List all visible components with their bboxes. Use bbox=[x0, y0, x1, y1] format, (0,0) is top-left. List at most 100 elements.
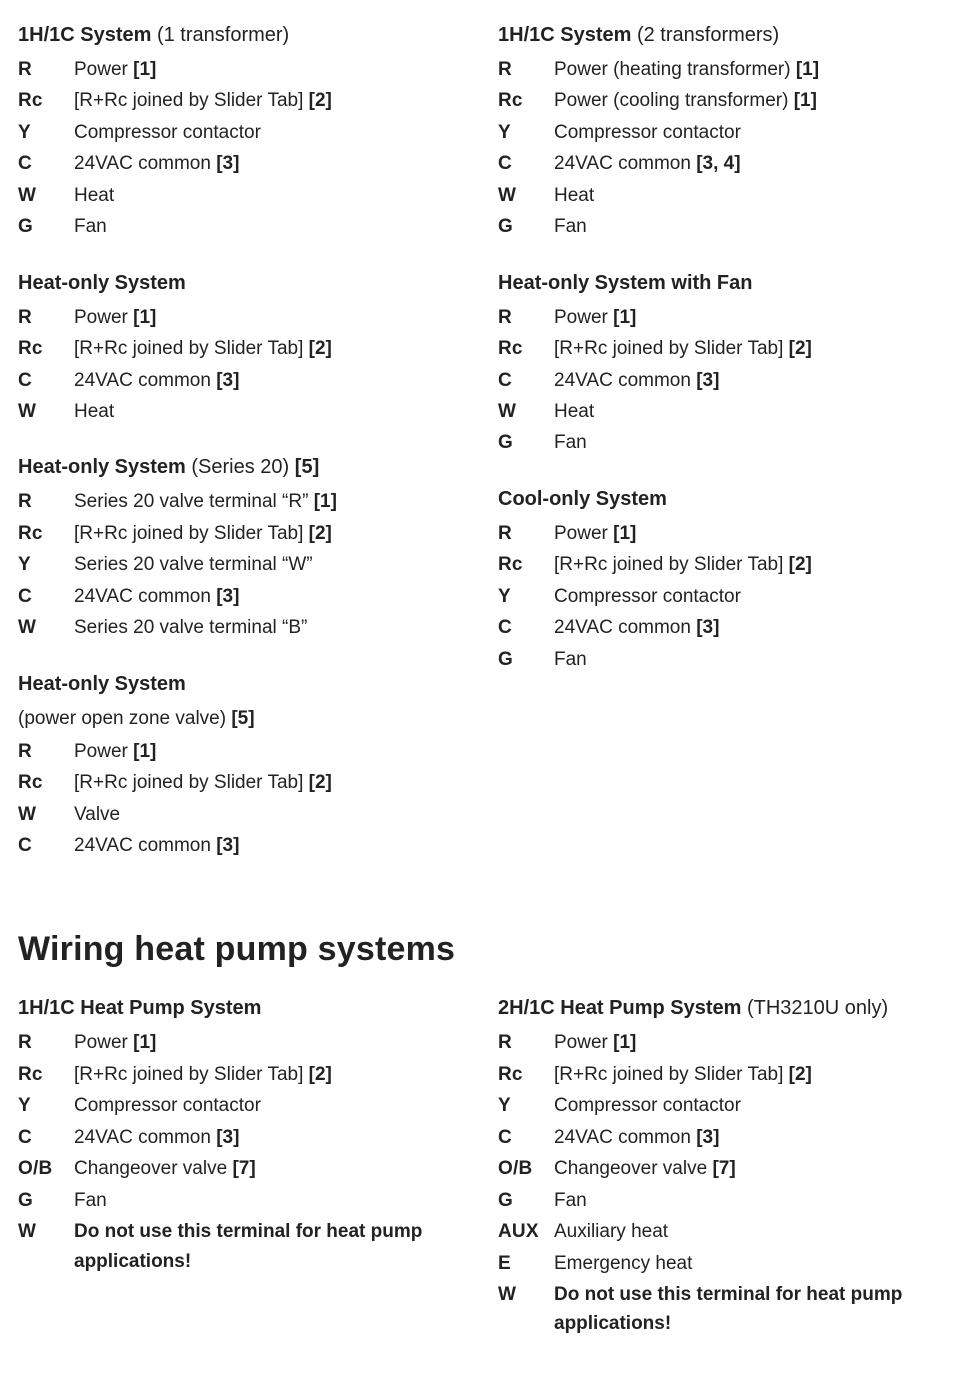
top-left-column: 1H/1C System (1 transformer)RPower [1]Rc… bbox=[18, 20, 466, 887]
terminal-desc-ref: [1] bbox=[314, 491, 337, 512]
terminal-desc-text: Power bbox=[74, 59, 133, 80]
terminal-desc-ref: [3] bbox=[696, 617, 719, 638]
terminal-label: Y bbox=[498, 582, 554, 611]
section-title-text: 1H/1C Heat Pump System bbox=[18, 997, 261, 1019]
terminal-desc-text: [R+Rc joined by Slider Tab] bbox=[74, 1064, 309, 1085]
terminal-label: Y bbox=[498, 1091, 554, 1120]
terminal-desc-text: [R+Rc joined by Slider Tab] bbox=[74, 338, 309, 359]
terminal-desc-text: Power bbox=[74, 741, 133, 762]
terminal-label: Rc bbox=[18, 86, 74, 115]
terminal-row: RPower (heating transformer) [1] bbox=[498, 55, 946, 84]
terminal-desc-text: 24VAC common bbox=[554, 153, 696, 174]
section-title: 1H/1C System (2 transformers) bbox=[498, 20, 946, 51]
terminal-desc-text: 24VAC common bbox=[554, 1127, 696, 1148]
terminal-row: RPower [1] bbox=[18, 737, 466, 766]
terminal-row: Rc[R+Rc joined by Slider Tab] [2] bbox=[18, 86, 466, 115]
terminal-desc: 24VAC common [3] bbox=[554, 613, 946, 642]
terminal-desc-text: 24VAC common bbox=[74, 153, 216, 174]
terminal-label: C bbox=[498, 1123, 554, 1152]
terminal-desc-text: Power bbox=[554, 307, 613, 328]
terminal-label: R bbox=[498, 1028, 554, 1057]
section-subtitle: (2 transformers) bbox=[631, 24, 779, 46]
terminal-desc-ref: [3] bbox=[216, 370, 239, 391]
terminal-label: C bbox=[18, 831, 74, 860]
terminal-row: GFan bbox=[498, 212, 946, 241]
terminal-desc: [R+Rc joined by Slider Tab] [2] bbox=[554, 334, 946, 363]
wiring-section: 1H/1C System (2 transformers) RPower (hea… bbox=[498, 20, 946, 242]
wiring-section: Cool-only SystemRPower [1]Rc[R+Rc joined… bbox=[498, 484, 946, 674]
bottom-columns: 1H/1C Heat Pump System RPower [1] Rc[R+Rc … bbox=[18, 993, 946, 1364]
terminal-desc: Compressor contactor bbox=[74, 1091, 466, 1120]
terminal-desc: Auxiliary heat bbox=[554, 1217, 946, 1246]
terminal-label: C bbox=[18, 582, 74, 611]
terminal-desc-text: Power bbox=[74, 307, 133, 328]
terminal-label: Y bbox=[18, 1091, 74, 1120]
terminal-row: RPower [1] bbox=[18, 1028, 466, 1057]
section-title-text: Heat-only System bbox=[18, 272, 186, 294]
terminal-desc: [R+Rc joined by Slider Tab] [2] bbox=[74, 334, 466, 363]
terminal-desc: Fan bbox=[554, 428, 946, 457]
section-title-text: 1H/1C System bbox=[498, 24, 631, 46]
terminal-desc-ref: [2] bbox=[309, 338, 332, 359]
terminal-desc-text: Series 20 valve terminal “B” bbox=[74, 617, 307, 638]
terminal-desc-text: Heat bbox=[554, 185, 594, 206]
section-subtitle: (TH3210U only) bbox=[741, 997, 888, 1019]
terminal-label: O/B bbox=[18, 1154, 74, 1183]
terminal-desc-ref: [1] bbox=[613, 307, 636, 328]
section-title: 1H/1C System (1 transformer) bbox=[18, 20, 466, 51]
terminal-row: C24VAC common [3] bbox=[498, 1123, 946, 1152]
terminal-row: WDo not use this terminal for heat pump … bbox=[498, 1280, 946, 1339]
terminal-desc-text: Auxiliary heat bbox=[554, 1221, 668, 1242]
terminal-desc-text: Fan bbox=[74, 1190, 107, 1211]
terminal-row: Rc[R+Rc joined by Slider Tab] [2] bbox=[498, 1060, 946, 1089]
terminal-desc-ref: [2] bbox=[789, 554, 812, 575]
terminal-desc-ref: [7] bbox=[232, 1158, 255, 1179]
terminal-label: W bbox=[18, 800, 74, 829]
terminal-desc-ref: [1] bbox=[796, 59, 819, 80]
terminal-row: YCompressor contactor bbox=[498, 1091, 946, 1120]
terminal-desc-text: [R+Rc joined by Slider Tab] bbox=[554, 1064, 789, 1085]
terminal-desc: Series 20 valve terminal “R” [1] bbox=[74, 487, 466, 516]
terminal-desc: Do not use this terminal for heat pump a… bbox=[554, 1280, 946, 1339]
terminal-label: R bbox=[498, 55, 554, 84]
terminal-label: R bbox=[18, 303, 74, 332]
terminal-label: Rc bbox=[498, 334, 554, 363]
terminal-desc-text: Fan bbox=[554, 216, 587, 237]
section-title: Heat-only System bbox=[18, 669, 466, 700]
terminal-desc-text: Emergency heat bbox=[554, 1253, 692, 1274]
terminal-desc-ref: [1] bbox=[133, 741, 156, 762]
section-sub-line-text: (power open zone valve) bbox=[18, 708, 231, 729]
terminal-desc-ref: [2] bbox=[309, 1064, 332, 1085]
terminal-desc: Fan bbox=[554, 645, 946, 674]
terminal-desc: Series 20 valve terminal “W” bbox=[74, 550, 466, 579]
terminal-desc: Power [1] bbox=[554, 519, 946, 548]
wiring-section: 1H/1C Heat Pump SystemRPower [1]Rc[R+Rc … bbox=[18, 993, 466, 1276]
terminal-row: WHeat bbox=[18, 181, 466, 210]
terminal-desc: Compressor contactor bbox=[74, 118, 466, 147]
terminal-label: R bbox=[498, 519, 554, 548]
terminal-desc: [R+Rc joined by Slider Tab] [2] bbox=[74, 86, 466, 115]
terminal-label: G bbox=[498, 428, 554, 457]
section-title-text: Heat-only System with Fan bbox=[498, 272, 753, 294]
terminal-desc: Power [1] bbox=[74, 737, 466, 766]
terminal-row: GFan bbox=[18, 212, 466, 241]
wiring-section: Heat-only SystemRPower [1]Rc[R+Rc joined… bbox=[18, 268, 466, 427]
terminal-row: Rc[R+Rc joined by Slider Tab] [2] bbox=[498, 334, 946, 363]
terminal-desc: Heat bbox=[554, 181, 946, 210]
terminal-desc-text: Fan bbox=[554, 1190, 587, 1211]
terminal-desc-ref: [1] bbox=[613, 523, 636, 544]
terminal-desc-text: 24VAC common bbox=[74, 586, 216, 607]
terminal-desc-ref: [1] bbox=[133, 1032, 156, 1053]
terminal-label: R bbox=[18, 737, 74, 766]
terminal-desc: Heat bbox=[74, 397, 466, 426]
terminal-desc-text: 24VAC common bbox=[554, 370, 696, 391]
terminal-desc: Power [1] bbox=[554, 303, 946, 332]
terminal-desc-text: Do not use this terminal for heat pump a… bbox=[554, 1284, 902, 1334]
terminal-desc-text: Heat bbox=[554, 401, 594, 422]
terminal-label: R bbox=[18, 487, 74, 516]
terminal-desc-ref: [1] bbox=[133, 307, 156, 328]
terminal-row: RPower [1] bbox=[498, 303, 946, 332]
terminal-row: C24VAC common [3] bbox=[18, 149, 466, 178]
terminal-desc: Fan bbox=[554, 1186, 946, 1215]
terminal-label: G bbox=[18, 1186, 74, 1215]
